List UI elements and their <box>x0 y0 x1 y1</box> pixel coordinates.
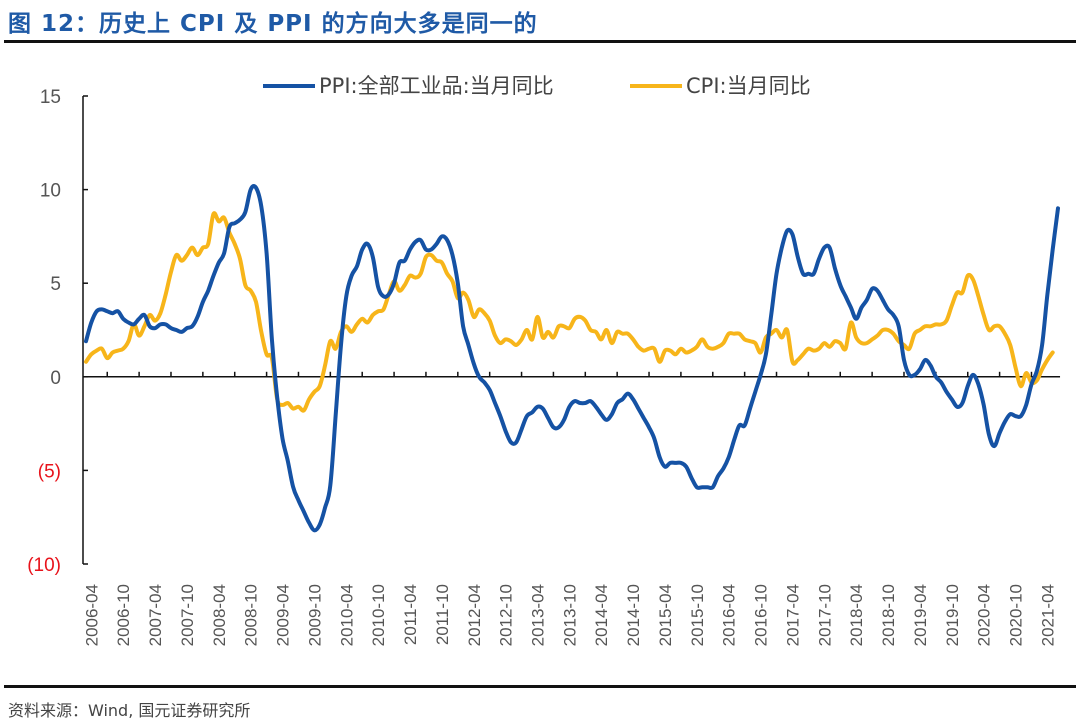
figure-title: 图 12：历史上 CPI 及 PPI 的方向大多是同一的 <box>8 11 538 37</box>
y-tick-label: 0 <box>50 368 61 389</box>
top-rule <box>4 40 1076 43</box>
x-tick-label: 2021-04 <box>1038 584 1057 646</box>
x-tick-label: 2018-04 <box>847 584 866 646</box>
source-note: 资料来源：Wind, 国元证券研究所 <box>8 701 251 720</box>
x-tick-label: 2008-04 <box>210 584 229 646</box>
bottom-rule <box>4 685 1076 688</box>
legend: PPI:全部工业品:当月同比 CPI:当月同比 <box>263 74 811 98</box>
x-tick-label: 2014-04 <box>592 584 611 646</box>
y-tick-label: (5) <box>38 461 61 482</box>
x-tick-label: 2010-04 <box>337 584 356 646</box>
y-axis: 15 10 5 0 (5) (10) <box>27 87 88 576</box>
x-tick-label: 2007-04 <box>146 584 165 646</box>
y-tick-label: 5 <box>50 274 61 295</box>
x-tick-label: 2006-04 <box>82 584 101 646</box>
series-line-ppi <box>84 184 1060 533</box>
x-tick-label: 2018-10 <box>879 584 898 646</box>
x-tick-label: 2011-10 <box>433 584 452 645</box>
x-tick-label: 2013-04 <box>528 584 547 646</box>
x-tick-label: 2009-10 <box>305 584 324 646</box>
series-line-cpi <box>84 211 1055 413</box>
y-tick-label: 10 <box>40 181 61 202</box>
x-tick-label: 2009-04 <box>274 584 293 646</box>
series-group <box>84 184 1060 533</box>
legend-label-cpi: CPI:当月同比 <box>686 74 811 98</box>
x-tick-label: 2011-04 <box>401 584 420 645</box>
x-tick-label: 2015-04 <box>656 584 675 646</box>
x-tick-label: 2015-10 <box>688 584 707 646</box>
x-tick-label: 2006-10 <box>114 584 133 646</box>
x-tick-label: 2014-10 <box>624 584 643 646</box>
y-tick-label: (10) <box>27 555 61 576</box>
x-tick-label: 2007-10 <box>178 584 197 646</box>
x-tick-label: 2013-10 <box>560 584 579 646</box>
x-tick-label: 2017-10 <box>815 584 834 646</box>
x-tick-label: 2012-10 <box>497 584 516 646</box>
x-tick-label: 2010-10 <box>369 584 388 646</box>
x-tick-label: 2020-10 <box>1007 584 1026 646</box>
x-tick-label: 2008-10 <box>242 584 261 646</box>
x-tick-label: 2016-04 <box>720 584 739 646</box>
x-tick-label: 2012-04 <box>465 584 484 646</box>
x-tick-label: 2020-04 <box>975 584 994 646</box>
x-tick-label: 2016-10 <box>752 584 771 646</box>
x-tick-label: 2019-10 <box>943 584 962 646</box>
y-tick-label: 15 <box>40 87 61 108</box>
legend-label-ppi: PPI:全部工业品:当月同比 <box>319 74 554 98</box>
x-axis: 2006-04 2006-10 2007-04 2007-10 2008-04 2008-… <box>82 371 1061 646</box>
x-tick-label: 2017-04 <box>783 584 802 646</box>
x-tick-label: 2019-04 <box>911 584 930 646</box>
